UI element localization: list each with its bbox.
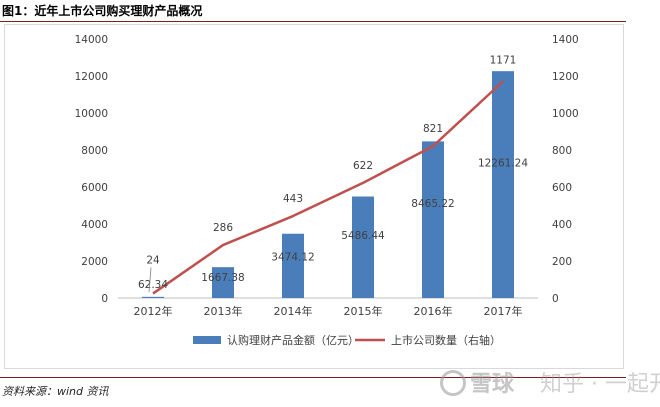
bar-data-label: 8465.22 (411, 198, 454, 210)
bar-data-label: 62.34 (138, 279, 168, 291)
x-tick-label: 2017年 (484, 304, 523, 318)
top-divider (0, 21, 626, 22)
y-left-tick-label: 4000 (81, 219, 108, 231)
bar (212, 267, 234, 298)
source-note: 资料来源：wind 资讯 (2, 385, 109, 398)
y-right-tick-label: 1400 (552, 34, 579, 46)
bar (142, 296, 164, 298)
line-data-label: 1171 (490, 54, 517, 66)
label-leader-line (148, 267, 152, 293)
y-left-tick-label: 10000 (75, 108, 108, 120)
y-left-tick-label: 2000 (81, 256, 108, 268)
watermark-xueqiu: 雪球 (440, 366, 514, 398)
y-right-tick-label: 600 (552, 182, 572, 194)
bar-data-label: 12261.24 (478, 157, 528, 169)
chart-frame (4, 24, 624, 369)
y-left-tick-label: 14000 (75, 34, 108, 46)
watermark-zhihu: 知乎 · 一起开车 (540, 372, 660, 397)
bar (352, 196, 374, 298)
legend-swatch-bar (193, 336, 221, 344)
figure-title: 图1：近年上市公司购买理财产品概况 (2, 4, 203, 18)
x-tick-label: 2014年 (274, 304, 313, 318)
y-left-tick-label: 0 (101, 293, 108, 305)
y-left-tick-label: 6000 (81, 182, 108, 194)
legend-label-bar: 认购理财产品金额（亿元） (227, 333, 359, 347)
legend-label-line: 上市公司数量（右轴） (391, 333, 501, 347)
bar-data-label: 3474.12 (271, 252, 314, 264)
bar-data-label: 5486.44 (341, 230, 385, 242)
bar-data-label: 1667.38 (201, 272, 244, 284)
line-data-label: 286 (213, 222, 233, 234)
line-data-label: 24 (146, 255, 160, 267)
bar (282, 233, 304, 298)
bar (492, 71, 514, 299)
y-left-tick-label: 12000 (75, 71, 108, 83)
y-right-tick-label: 400 (552, 219, 572, 231)
y-right-tick-label: 800 (552, 145, 572, 157)
x-tick-label: 2012年 (134, 304, 173, 318)
x-tick-label: 2013年 (204, 304, 243, 318)
x-tick-label: 2016年 (414, 304, 453, 318)
xueqiu-logo-icon (440, 370, 466, 396)
line-data-label: 821 (423, 123, 443, 135)
y-right-tick-label: 200 (552, 256, 572, 268)
y-right-tick-label: 1000 (552, 108, 579, 120)
y-right-tick-label: 1200 (552, 71, 579, 83)
bar (422, 141, 444, 298)
line-data-label: 622 (353, 160, 373, 172)
x-tick-label: 2015年 (344, 304, 383, 318)
line-data-label: 443 (283, 193, 303, 205)
y-left-tick-label: 8000 (81, 145, 108, 157)
y-right-tick-label: 0 (552, 293, 559, 305)
watermark-left-text: 雪球 (470, 372, 515, 397)
line-series (152, 80, 504, 295)
bottom-divider (0, 377, 626, 378)
